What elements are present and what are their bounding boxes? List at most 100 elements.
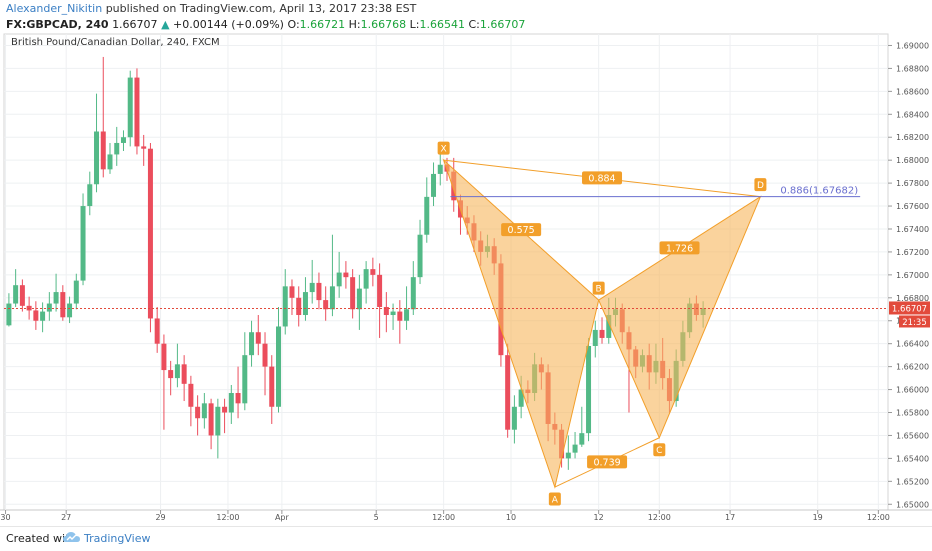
candle-body (343, 272, 349, 278)
candle-body (383, 306, 389, 316)
candle-body (309, 282, 315, 293)
change-arrow-icon: ▲ (161, 18, 170, 31)
candle-body (235, 393, 241, 404)
time-axis[interactable]: 30 27 29 12:00 Apr 5 12:00 10 12 12:00 17 19 12:00 (0, 510, 890, 522)
y-tick-label: 1.68200 (896, 133, 929, 142)
x-tick-label: 12:00 (867, 513, 890, 522)
ratio-label-bg (501, 223, 542, 237)
low-value: 1.66541 (419, 18, 465, 31)
pattern-point-marker (437, 141, 450, 155)
candle-body (276, 326, 281, 407)
y-tick-label: 1.68800 (896, 64, 929, 73)
y-tick-label: 1.67000 (896, 271, 929, 280)
candles (6, 56, 706, 470)
candle-body (586, 345, 592, 434)
y-tick-label: 1.66200 (896, 363, 929, 372)
price-axis[interactable]: 1.69000 1.68800 1.68600 1.68400 1.68200 1.680… (888, 41, 930, 509)
candle-body (255, 332, 261, 344)
x-tick-label: 19 (813, 513, 823, 522)
countdown-tag: 21:35 (902, 318, 927, 328)
candle-body (431, 173, 437, 197)
candle-body (181, 364, 187, 384)
candle-body (606, 315, 612, 338)
last-price-tag: 1.66707 (892, 304, 927, 314)
candle-body (350, 277, 356, 310)
candle-body (269, 366, 275, 407)
candle-body (73, 280, 79, 304)
candle-body (208, 403, 214, 436)
y-tick-label: 1.68000 (896, 156, 929, 165)
y-tick-label: 1.66000 (896, 386, 929, 395)
tradingview-cloud-icon (63, 532, 80, 542)
level-label: 0.886(1.67682) (780, 186, 858, 197)
y-tick-label: 1.68600 (896, 87, 929, 96)
ratio-label-bg (659, 241, 700, 255)
candle-body (46, 303, 52, 312)
ratio-label: 0.884 (588, 173, 615, 184)
ratio-label: 1.726 (666, 243, 693, 254)
candle-body (579, 433, 585, 445)
candle-body (147, 148, 153, 319)
y-tick-label: 1.66800 (896, 294, 929, 303)
y-tick-label: 1.65400 (896, 454, 929, 463)
x-tick-label: 5 (374, 513, 379, 522)
candle-body (370, 269, 376, 275)
y-tick-label: 1.68400 (896, 110, 929, 119)
candle-body (518, 389, 524, 407)
pattern-point-marker (754, 178, 767, 192)
ratio-label: 0.575 (508, 225, 535, 236)
candle-body (242, 355, 248, 404)
grid-lines (0, 33, 932, 511)
bcd-triangle (598, 195, 762, 440)
candle-body (282, 286, 288, 327)
candle-body (40, 311, 46, 321)
candle-body (302, 292, 308, 316)
candle-body (60, 292, 66, 318)
price-chart[interactable]: British Pound/Canadian Dollar, 240, FXCM… (0, 0, 932, 526)
candle-body (592, 329, 598, 346)
harmonic-pattern[interactable]: 0.886(1.67682) 0.884 0.575 1.726 0.739 X A B C D (437, 141, 861, 506)
x-tick-label: 29 (155, 513, 165, 522)
author-link[interactable]: Alexander_Nikitin (6, 2, 103, 15)
y-tick-label: 1.65800 (896, 409, 929, 418)
ratio-label-bg (587, 455, 628, 469)
candle-body (356, 288, 362, 310)
last-value: 1.66707 (112, 18, 158, 31)
y-tick-label: 1.65600 (896, 431, 929, 440)
candle-body (80, 206, 86, 281)
candle-body (53, 292, 59, 304)
pattern-point-label: B (596, 285, 602, 295)
countdown-tag-bg (899, 315, 930, 328)
last-price-tag-bg (889, 301, 930, 315)
candle-body (141, 146, 147, 149)
y-tick-label: 1.65000 (896, 500, 929, 509)
y-tick-label: 1.67800 (896, 179, 929, 188)
close-value: 1.66707 (479, 18, 526, 31)
pattern-point-marker (548, 492, 561, 506)
pattern-point-marker (653, 443, 666, 457)
x-tick-label: 12:00 (216, 513, 239, 522)
x-tick-label: 27 (61, 513, 71, 522)
candle-body (599, 329, 605, 338)
high-value: 1.66768 (360, 18, 407, 31)
candle-body (404, 309, 410, 321)
candle-body (215, 406, 221, 436)
candle-body (120, 137, 126, 143)
x-tick-label: 12:00 (648, 513, 671, 522)
x-tick-label: 30 (0, 513, 10, 522)
footer-bar: Created with TradingView (0, 526, 932, 551)
tradingview-brand[interactable]: TradingView (84, 532, 151, 545)
x-tick-label: 12 (594, 513, 604, 522)
candle-body (390, 311, 396, 316)
candle-body (33, 310, 39, 321)
x-tick-label: 12:00 (432, 513, 455, 522)
pattern-point-label: D (757, 181, 764, 191)
candle-body (100, 131, 106, 170)
candle-body (174, 364, 180, 379)
y-tick-label: 1.67200 (896, 248, 929, 257)
published-text: published on TradingView.com, April 13, … (105, 2, 417, 15)
candle-body (13, 285, 19, 304)
candle-body (417, 234, 423, 278)
change-value: +0.00144 (+0.09%) (173, 18, 284, 31)
candle-body (87, 184, 93, 207)
